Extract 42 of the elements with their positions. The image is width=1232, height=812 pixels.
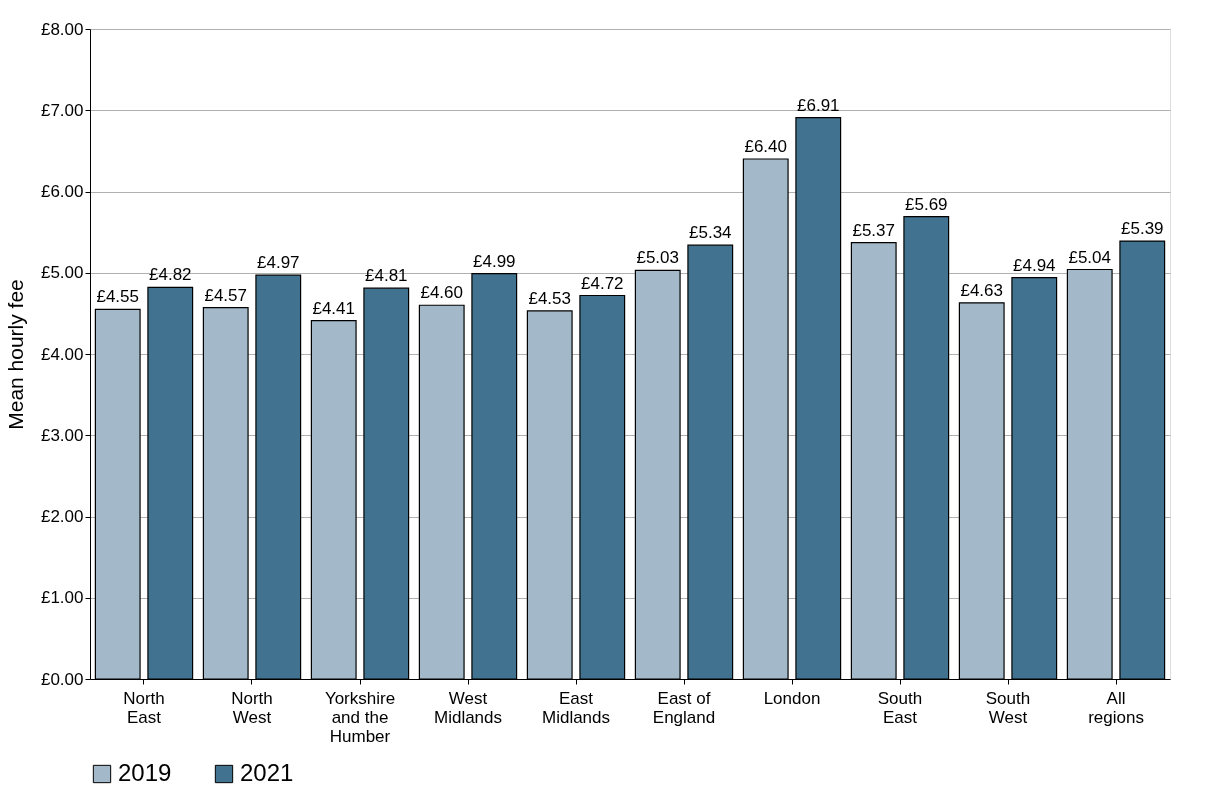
legend-label: 2019 — [118, 759, 172, 786]
data-label: £5.34 — [689, 223, 732, 243]
data-label: £4.97 — [257, 253, 300, 273]
legend-label: 2021 — [240, 759, 294, 786]
data-label: £4.41 — [312, 298, 355, 318]
data-label: £5.37 — [852, 220, 895, 240]
y-tick-label: £3.00 — [40, 425, 84, 445]
x-tick-label: North West — [231, 688, 273, 727]
x-tick-label: East of England — [652, 688, 716, 727]
data-label: £5.04 — [1068, 247, 1111, 267]
y-tick-label: £0.00 — [40, 669, 84, 689]
data-label: £4.94 — [1013, 255, 1056, 275]
x-tick-label: West Midlands — [433, 688, 503, 727]
y-axis-title: Mean hourly fee — [3, 279, 27, 430]
data-label: £4.82 — [149, 265, 192, 285]
data-label: £4.60 — [420, 283, 463, 303]
y-tick-label: £5.00 — [40, 263, 84, 283]
data-label: £4.53 — [528, 288, 571, 308]
data-label: £4.72 — [581, 273, 624, 293]
x-tick-label: East Midlands — [541, 688, 611, 727]
data-label: £4.81 — [365, 266, 408, 286]
data-label: £5.69 — [905, 194, 948, 214]
data-label: £5.39 — [1121, 219, 1164, 239]
data-label: £4.63 — [960, 280, 1003, 300]
y-tick-label: £1.00 — [40, 588, 84, 608]
x-tick-label: Yorkshire and the Humber — [324, 688, 396, 746]
y-tick-label: £4.00 — [40, 344, 84, 364]
data-label: £6.91 — [797, 95, 840, 115]
x-tick-label: London — [763, 688, 821, 708]
x-tick-label: North East — [123, 688, 165, 727]
y-tick-label: £8.00 — [40, 19, 84, 39]
data-label: £5.03 — [636, 248, 679, 268]
x-tick-label: South East — [877, 688, 923, 727]
data-label: £4.99 — [473, 251, 516, 271]
y-tick-label: £2.00 — [40, 507, 84, 526]
data-label: £6.40 — [744, 137, 787, 156]
data-label: £4.57 — [204, 285, 247, 305]
data-label: £4.55 — [96, 287, 139, 307]
y-tick-label: £7.00 — [40, 100, 84, 120]
x-tick-label: All regions — [1088, 688, 1144, 727]
x-tick-label: South West — [985, 688, 1031, 727]
y-tick-label: £6.00 — [40, 182, 84, 201]
